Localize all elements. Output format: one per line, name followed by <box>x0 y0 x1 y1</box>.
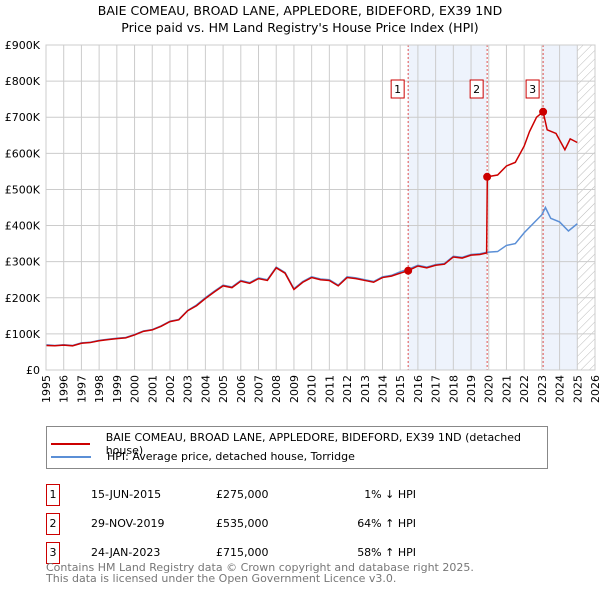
sale-hpi-diff: 58% ↑ HPI <box>357 546 416 559</box>
x-tick-label: 2026 <box>589 375 600 403</box>
x-tick-label: 2019 <box>465 375 478 403</box>
legend-swatch-property <box>51 443 90 445</box>
property-price-line <box>45 110 578 347</box>
sale-date: 15-JUN-2015 <box>91 488 162 501</box>
legend-label-hpi: HPI: Average price, detached house, Torr… <box>107 450 355 463</box>
sale-price: £535,000 <box>216 517 269 530</box>
y-tick-label: £0 <box>26 364 40 377</box>
x-tick-label: 2001 <box>146 375 159 403</box>
x-tick-label: 2000 <box>129 375 142 403</box>
y-tick-label: £400K <box>5 220 41 233</box>
sale-date: 29-NOV-2019 <box>91 517 165 530</box>
x-tick-label: 2003 <box>182 375 195 403</box>
y-tick-label: £500K <box>5 183 41 196</box>
x-tick-label: 2016 <box>412 375 425 403</box>
x-tick-label: 2011 <box>323 375 336 403</box>
sale-label-box <box>525 79 540 99</box>
x-tick-label: 2018 <box>447 375 460 403</box>
chart-title: BAIE COMEAU, BROAD LANE, APPLEDORE, BIDE… <box>97 3 503 18</box>
x-tick-label: 2021 <box>500 375 513 403</box>
x-tick-label: 2005 <box>217 375 230 403</box>
y-tick-label: £800K <box>5 75 41 88</box>
x-tick-label: 2024 <box>554 375 567 403</box>
y-tick-label: £100K <box>5 328 41 341</box>
x-tick-label: 1996 <box>58 375 71 403</box>
shade-band <box>408 45 488 370</box>
x-tick-label: 2002 <box>164 375 177 403</box>
price-chart: 1995 1996 1997 1998 1999 2000 2001 2002 2003 2004… <box>5 39 600 403</box>
x-tick-label: 2023 <box>536 375 549 403</box>
footer-copyright: Contains HM Land Registry data © Crown c… <box>46 561 474 574</box>
y-tick-label: £600K <box>5 147 41 160</box>
x-tick-label: 2014 <box>376 375 389 403</box>
sale-label-box <box>469 79 484 99</box>
sale-number: 3 <box>46 542 60 564</box>
sale-point <box>404 266 413 275</box>
x-tick-label: 2017 <box>430 375 443 403</box>
x-tick-label: 2013 <box>359 375 372 403</box>
x-tick-label: 2025 <box>571 375 584 403</box>
sale-label: 3 <box>529 83 536 96</box>
x-tick-label: 2006 <box>235 375 248 403</box>
sale-label: 1 <box>394 83 401 96</box>
y-tick-label: £700K <box>5 111 41 124</box>
sale-hpi-diff: 64% ↑ HPI <box>357 517 416 530</box>
legend-swatch-hpi <box>51 455 91 458</box>
x-tick-label: 1995 <box>40 375 53 403</box>
footer-licence: This data is licensed under the Open Gov… <box>46 572 397 585</box>
plot-frame <box>45 44 596 371</box>
x-tick-label: 2004 <box>199 375 212 403</box>
sale-date: 24-JAN-2023 <box>91 546 161 559</box>
y-tick-label: £900K <box>5 39 41 52</box>
x-tick-label: 2022 <box>518 375 531 403</box>
shade-band <box>543 45 578 370</box>
x-tick-label: 2012 <box>341 375 354 403</box>
x-tick-label: 2009 <box>288 375 301 403</box>
x-tick-label: 2007 <box>253 375 266 403</box>
legend-label-property: BAIE COMEAU, BROAD LANE, APPLEDORE, BIDE… <box>105 431 521 457</box>
x-tick-label: 2008 <box>270 375 283 403</box>
sale-point <box>539 107 548 116</box>
x-tick-label: 2020 <box>483 375 496 403</box>
sale-row: 2 29-NOV-2019 £535,000 64% ↑ HPI <box>46 513 546 535</box>
sale-price: £275,000 <box>216 488 269 501</box>
x-tick-label: 2015 <box>394 375 407 403</box>
chart-subtitle: Price paid vs. HM Land Registry's House … <box>121 20 479 35</box>
sale-label: 2 <box>473 83 480 96</box>
y-tick-label: £300K <box>5 256 41 269</box>
sale-hpi-diff: 1% ↓ HPI <box>364 488 416 501</box>
sale-number: 1 <box>46 484 60 506</box>
future-hatch <box>577 45 595 370</box>
legend: BAIE COMEAU, BROAD LANE, APPLEDORE, BIDE… <box>46 426 548 469</box>
x-tick-label: 1997 <box>75 375 88 403</box>
x-tick-label: 1998 <box>93 375 106 403</box>
sale-row: 1 15-JUN-2015 £275,000 1% ↓ HPI <box>46 484 546 506</box>
sale-label-box <box>390 79 405 99</box>
x-tick-label: 2010 <box>306 375 319 403</box>
sale-row: 3 24-JAN-2023 £715,000 58% ↑ HPI <box>46 542 546 564</box>
x-tick-label: 1999 <box>111 375 124 403</box>
sale-price: £715,000 <box>216 546 269 559</box>
y-tick-label: £200K <box>5 292 41 305</box>
sale-number: 2 <box>46 513 60 535</box>
sale-point <box>483 172 492 181</box>
